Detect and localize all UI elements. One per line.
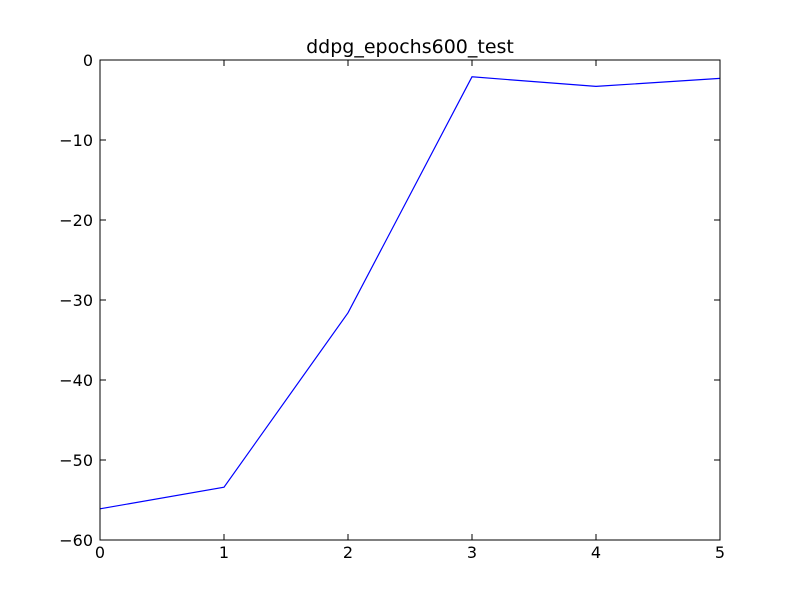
x-tick-label: 5 [715, 543, 725, 562]
x-tick-label: 2 [343, 543, 353, 562]
y-tick-label: −40 [59, 371, 93, 390]
y-tick-label: −10 [59, 131, 93, 150]
y-tick-label: −60 [59, 531, 93, 550]
y-tick-label: −30 [59, 291, 93, 310]
y-tick-label: −50 [59, 451, 93, 470]
series-line-0 [99, 76, 721, 510]
plot-frame [99, 59, 721, 541]
x-tick-label: 1 [219, 543, 229, 562]
x-tick-label: 4 [591, 543, 601, 562]
x-tick-label: 0 [95, 543, 105, 562]
plot-area: 0 1 2 3 4 5 0 −10 −20 −30 −40 −50 −60 [59, 51, 725, 562]
y-tick-label: −20 [59, 211, 93, 230]
x-tick-label: 3 [467, 543, 477, 562]
chart-title: ddpg_epochs600_test [306, 36, 514, 58]
y-tick-label: 0 [83, 51, 93, 70]
